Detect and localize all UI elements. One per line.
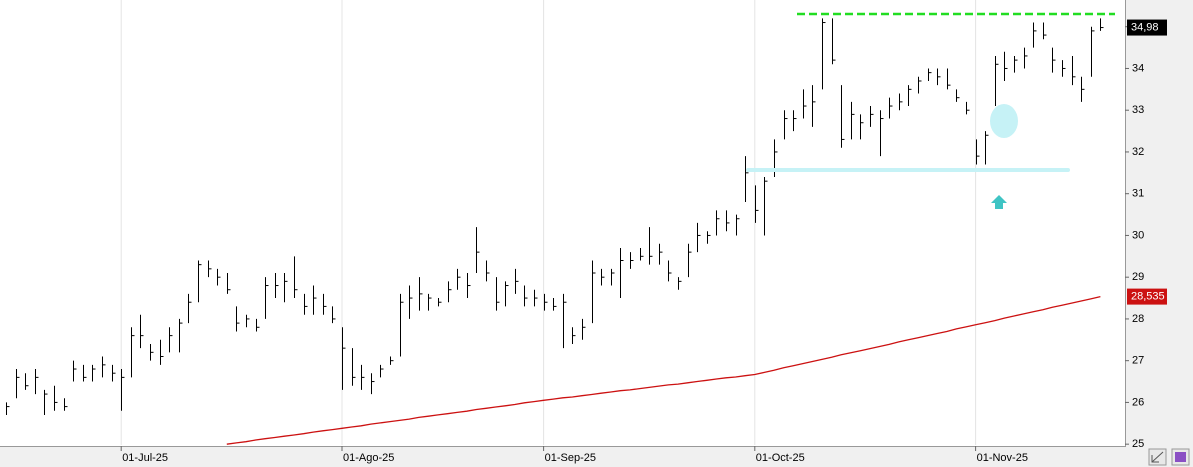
x-tick-label: 01-Oct-25 — [756, 452, 805, 464]
last-value-label: 28,535 — [1131, 291, 1165, 303]
last-value-box — [1127, 288, 1167, 305]
x-tick-label: 01-Nov-25 — [977, 452, 1028, 464]
last-value-label: 34,98 — [1131, 21, 1159, 33]
up-arrow — [991, 195, 1007, 209]
plot-area — [6, 0, 1104, 445]
y-tick-label: 27 — [1132, 355, 1144, 367]
y-tick-label: 34 — [1132, 62, 1144, 74]
toolbar — [1148, 448, 1190, 466]
y-tick-label: 26 — [1132, 396, 1144, 408]
last-value-box — [1127, 19, 1167, 36]
y-tick-label: 31 — [1132, 188, 1144, 200]
x-tick-label: 01-Ago-25 — [343, 452, 394, 464]
y-tick-label: 28 — [1132, 313, 1144, 325]
y-tick-label: 30 — [1132, 229, 1144, 241]
y-tick-label: 33 — [1132, 104, 1144, 116]
x-tick-label: 01-Sep-25 — [545, 452, 596, 464]
y-tick-label: 32 — [1132, 146, 1144, 158]
x-tick-label: 01-Jul-25 — [122, 452, 168, 464]
zoom-icon — [1151, 451, 1164, 463]
y-tick-label: 25 — [1132, 438, 1144, 450]
x-axis-band — [0, 446, 1193, 467]
highlight-ellipse — [990, 104, 1018, 138]
y-tick-label: 29 — [1132, 271, 1144, 283]
save-icon — [1175, 452, 1186, 462]
y-axis-band — [1126, 0, 1193, 446]
moving-average-line — [226, 295, 1101, 445]
